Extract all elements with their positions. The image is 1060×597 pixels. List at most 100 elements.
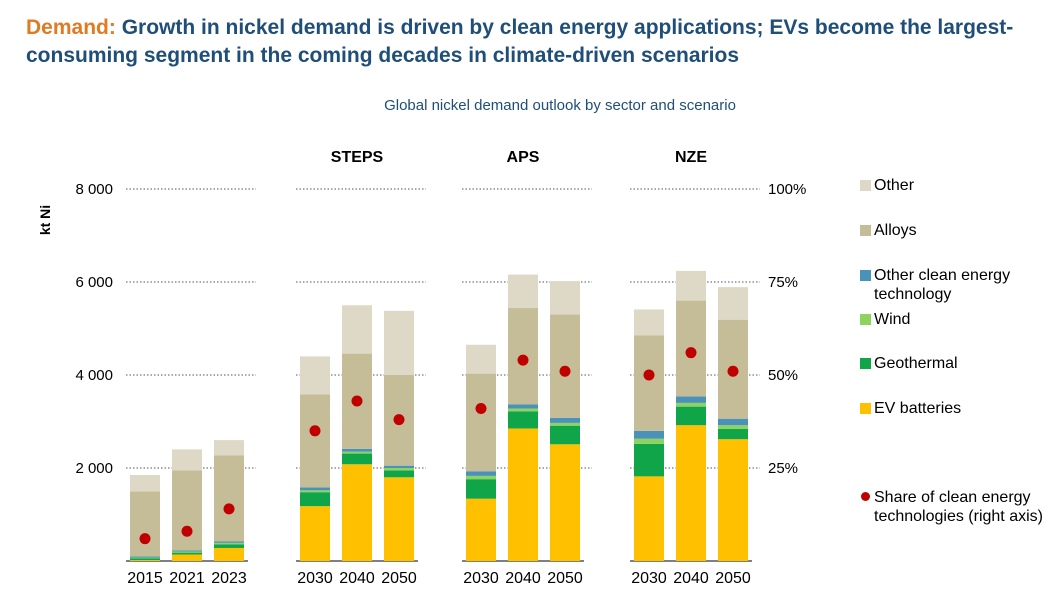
bar-geothermal-2040	[342, 453, 372, 465]
x-tick-label-2040: 2040	[505, 570, 541, 587]
headline-text: Growth in nickel demand is driven by cle…	[26, 16, 1014, 67]
x-tick-label-2015: 2015	[127, 570, 163, 587]
bar-other-2023	[214, 440, 244, 456]
x-tick-label-2050: 2050	[381, 570, 417, 587]
bar-ev-batteries-2050	[384, 477, 414, 561]
bar-other-2040	[508, 274, 538, 309]
bar-other-2040	[676, 270, 706, 301]
share-dot-2021	[181, 525, 193, 537]
bar-alloys-2030	[300, 394, 330, 488]
bar-geothermal-2040	[508, 411, 538, 429]
legend-swatch-wind	[860, 314, 871, 325]
bar-ev-batteries-2030	[466, 498, 496, 561]
bar-geothermal-2040	[676, 406, 706, 426]
headline: Demand: Growth in nickel demand is drive…	[26, 14, 1056, 70]
y2-tick-label: 25%	[768, 460, 798, 477]
bar-alloys-2030	[466, 373, 496, 472]
bar-wind-2050	[384, 468, 414, 471]
y-tick-label: 6 000	[75, 274, 113, 291]
bar-other-2040	[342, 305, 372, 354]
share-dot-2050	[393, 414, 405, 426]
bar-other-clean-energy-technology-2050	[718, 418, 748, 426]
bar-other-2030	[300, 356, 330, 395]
bar-wind-2050	[718, 425, 748, 429]
bar-geothermal-2030	[300, 492, 330, 507]
bar-geothermal-2023	[214, 544, 244, 548]
x-tick-label-2021: 2021	[169, 570, 205, 587]
bar-wind-2023	[214, 542, 244, 545]
legend-swatch-share-of-clean-energy-technologies-right-axis-	[861, 492, 870, 501]
bar-wind-2021	[172, 551, 202, 553]
y2-tick-label: 75%	[768, 274, 798, 291]
bar-other-clean-energy-technology-2050	[384, 465, 414, 468]
bar-other-clean-energy-technology-2023	[214, 541, 244, 543]
legend-label-wind: Wind	[874, 311, 911, 328]
bar-alloys-2023	[214, 455, 244, 542]
share-dot-2023	[223, 503, 235, 515]
bar-wind-2040	[342, 451, 372, 454]
y-axis-label: kt Ni	[37, 205, 53, 235]
legend-swatch-alloys	[860, 225, 871, 236]
x-tick-label-2040: 2040	[339, 570, 375, 587]
x-tick-label-2050: 2050	[715, 570, 751, 587]
bar-geothermal-2030	[634, 443, 664, 477]
bar-other-clean-energy-technology-2040	[342, 448, 372, 452]
legend-label-other: Other	[874, 177, 915, 194]
legend-label-share-of-clean-energy-technologies-right-axis-: Share of clean energy technologies (righ…	[874, 489, 1043, 525]
bar-other-2050	[718, 287, 748, 320]
bar-ev-batteries-2015	[130, 560, 160, 561]
legend-label-geothermal: Geothermal	[874, 355, 958, 372]
share-dot-2030	[309, 425, 321, 437]
bar-ev-batteries-2030	[300, 506, 330, 561]
x-tick-label-2030: 2030	[631, 570, 667, 587]
bar-geothermal-2050	[384, 470, 414, 478]
bar-wind-2030	[634, 438, 664, 444]
legend-swatch-geothermal	[860, 358, 871, 369]
share-dot-2015	[139, 533, 151, 545]
share-dot-2050	[559, 365, 571, 377]
share-dot-2030	[475, 402, 487, 414]
bar-other-clean-energy-technology-2021	[172, 550, 202, 552]
y2-tick-label: 100%	[768, 181, 806, 198]
x-tick-label-2050: 2050	[547, 570, 583, 587]
bar-other-clean-energy-technology-2030	[466, 471, 496, 476]
bar-geothermal-2015	[130, 558, 160, 561]
bar-ev-batteries-2050	[718, 439, 748, 561]
bar-wind-2050	[550, 422, 580, 426]
x-tick-label-2040: 2040	[673, 570, 709, 587]
headline-lead: Demand:	[26, 16, 116, 39]
chart-title: Global nickel demand outlook by sector a…	[384, 97, 736, 114]
bar-geothermal-2021	[172, 552, 202, 555]
legend-label-other-clean-energy-technology: Other clean energy technology	[874, 267, 1011, 303]
bar-ev-batteries-2030	[634, 476, 664, 561]
share-dot-2040	[517, 354, 529, 366]
share-dot-2040	[685, 347, 697, 359]
bar-other-clean-energy-technology-2030	[300, 487, 330, 491]
bar-geothermal-2030	[466, 479, 496, 499]
x-tick-label-2023: 2023	[211, 570, 247, 587]
bar-ev-batteries-2040	[676, 425, 706, 561]
group-title-aps: APS	[507, 149, 540, 166]
legend-label-ev-batteries: EV batteries	[874, 400, 962, 417]
legend-swatch-other-clean-energy-technology	[860, 270, 871, 281]
group-title-nze: NZE	[675, 149, 707, 166]
bar-other-clean-energy-technology-2050	[550, 417, 580, 423]
bar-other-2030	[634, 309, 664, 336]
y2-tick-label: 50%	[768, 367, 798, 384]
y-tick-label: 4 000	[75, 367, 113, 384]
bar-other-clean-energy-technology-2015	[130, 556, 160, 558]
bar-wind-2030	[466, 475, 496, 480]
y-tick-label: 8 000	[75, 181, 113, 198]
legend-swatch-ev-batteries	[860, 403, 871, 414]
bar-other-clean-energy-technology-2040	[676, 396, 706, 403]
bar-ev-batteries-2050	[550, 444, 580, 561]
bar-ev-batteries-2040	[508, 428, 538, 561]
bar-other-clean-energy-technology-2040	[508, 404, 538, 409]
legend-swatch-other	[860, 180, 871, 191]
bar-wind-2040	[508, 408, 538, 412]
bar-ev-batteries-2021	[172, 554, 202, 561]
bar-alloys-2030	[634, 335, 664, 431]
legend-label-alloys: Alloys	[874, 222, 917, 239]
x-tick-label-2030: 2030	[297, 570, 333, 587]
